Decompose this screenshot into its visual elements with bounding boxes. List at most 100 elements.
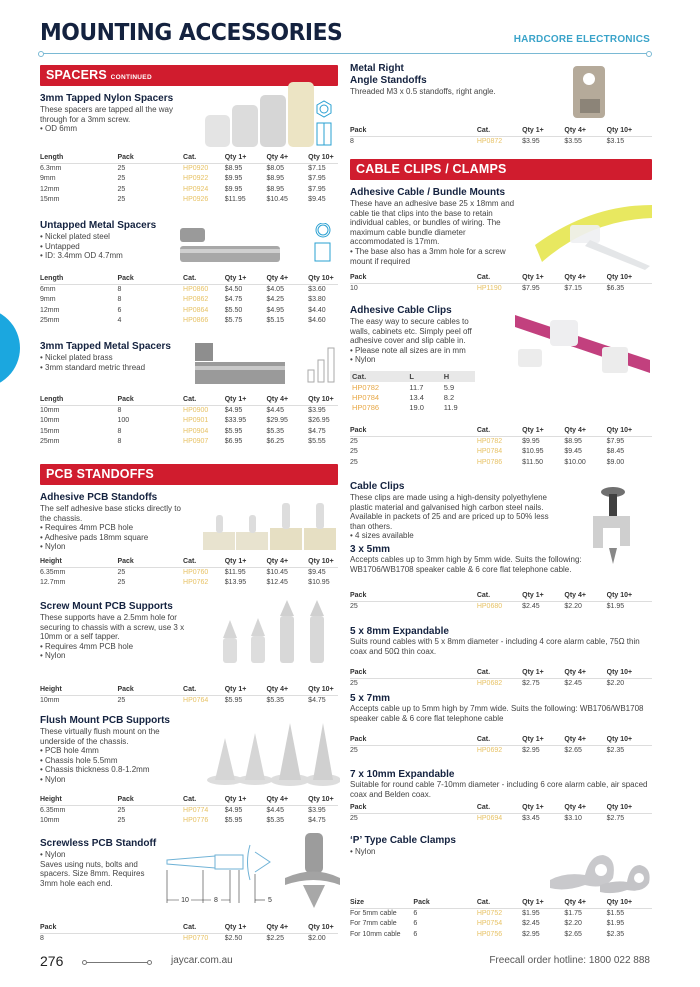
- product-flush-mount-pcb-supports: Flush Mount PCB Supports These virtually…: [40, 715, 338, 785]
- tapped-metal-spacers-image: [195, 343, 335, 384]
- adhesive-pcb-standoffs-image: [203, 503, 336, 550]
- screw-mount-supports-image: [223, 600, 324, 663]
- bullet: Please note all sizes are in mm: [350, 346, 652, 356]
- price-table-adhesive-cable-clips: Pack Cat. Qty 1+ Qty 4+ Qty 10+ 25 HP0782 $9.9…: [350, 426, 652, 468]
- page-header: MOUNTING ACCESSORIES HARDCORE ELECTRONIC…: [40, 20, 650, 54]
- svg-text:5: 5: [268, 897, 272, 904]
- product-title: Screw Mount PCB Supports: [40, 601, 173, 612]
- product-metal-right-angle-standoffs: Metal Right Angle Standoffs Threaded M3 …: [350, 63, 652, 97]
- product-title: Flush Mount PCB Supports: [40, 715, 170, 726]
- bullet: Nylon: [350, 847, 652, 857]
- section-title: PCB STANDOFFS: [46, 467, 154, 481]
- table-row: 8 HP0872 $3.95 $3.55 $3.15: [350, 138, 625, 145]
- product-description: Saves using nuts, bolts and spacers. Siz…: [40, 859, 145, 888]
- table-row: 25mm 8 HP0907 $6.95 $6.25 $5.55: [40, 438, 326, 446]
- page-number: 276: [40, 953, 64, 969]
- svg-text:8: 8: [214, 897, 218, 904]
- bullet: ID: 3.4mm OD 4.7mm: [40, 251, 338, 261]
- section-title: SPACERS: [46, 68, 107, 82]
- variant-description: Accepts cable up to 5mm high by 7mm wide…: [350, 704, 644, 723]
- table-row: 25 HP0680 $2.45 $2.20 $1.95: [350, 603, 625, 610]
- order-hotline: Freecall order hotline: 1800 022 888: [489, 955, 650, 966]
- table-row: 25 HP0694 $3.45 $3.10 $2.75: [350, 815, 625, 822]
- table-row: 6.35mm 25 HP0774 $4.95 $4.45 $3.95: [40, 807, 326, 814]
- table-row: 9mm 25 HP0922 $9.95 $8.95 $7.95: [40, 175, 326, 183]
- table-row: 10mm 25 HP0764 $5.95 $5.35 $4.75: [40, 697, 326, 704]
- product-title: Adhesive Cable / Bundle Mounts: [350, 187, 506, 198]
- table-row: 15mm 8 HP0904 $5.95 $5.35 $4.75: [40, 427, 326, 435]
- product-title-line2: Angle Standoffs: [350, 75, 427, 86]
- variant-title: 5 x 8mm Expandable: [350, 626, 449, 637]
- table-row: 15mm 25 HP0926 $11.95 $10.45 $9.45: [40, 196, 326, 204]
- screwless-standoff-diagram: 10 8 5: [166, 833, 340, 908]
- bullet: Untapped: [40, 242, 338, 252]
- bundle-mount-image: [535, 205, 652, 270]
- product-title: Untapped Metal Spacers: [40, 220, 157, 231]
- product-title: Cable Clips: [350, 481, 405, 492]
- dims-table-adhesive-cable-clips: Cat. L H HP0782 11.7 5.9 HP0784 13.4 8.2 HP078…: [350, 371, 475, 412]
- table-row: 25 HP0786 $11.50 $10.00 $9.00: [350, 458, 625, 466]
- footer-divider: [82, 960, 152, 965]
- price-table-right-angle-standoffs: Pack Cat. Qty 1+ Qty 4+ Qty 10+ 8 HP0872 $3.95…: [350, 126, 652, 147]
- product-title: Screwless PCB Standoff: [40, 838, 157, 849]
- website-link[interactable]: jaycar.com.au: [171, 955, 233, 966]
- price-table-cable-clips-5x7: Pack Cat. Qty 1+ Qty 4+ Qty 10+ 25 HP0692 $2.9…: [350, 735, 652, 756]
- variant-title: 7 x 10mm Expandable: [350, 769, 455, 780]
- bullet: Chassis hole 5.5mm: [40, 756, 338, 766]
- table-row: 12.7mm 25 HP0762 $13.95 $12.45 $10.95: [40, 579, 330, 587]
- product-description: These clips are made using a high-densit…: [350, 493, 549, 531]
- product-tapped-metal-spacers: 3mm Tapped Metal Spacers Nickel plated b…: [40, 341, 338, 372]
- table-row: HP0786 19.0 11.9: [352, 402, 458, 412]
- table-row: 6.35mm 25 HP0760 $11.95 $10.45 $9.45: [40, 569, 326, 576]
- right-column: Metal Right Angle Standoffs Threaded M3 …: [350, 60, 652, 940]
- product-description: These have an adhesive base 25 x 18mm an…: [350, 199, 515, 247]
- bullet: Nickel plated brass: [40, 353, 338, 363]
- section-title-suffix: CONTINUED: [110, 74, 152, 81]
- variant-title: 3 x 5mm: [350, 543, 391, 555]
- table-row: 10mm 8 HP0900 $4.95 $4.45 $3.95: [40, 407, 326, 414]
- bullet: Nylon: [40, 850, 338, 860]
- bullet: OD 6mm: [40, 124, 338, 134]
- product-title: 3mm Tapped Nylon Spacers: [40, 93, 174, 104]
- price-table-untapped-metal-spacers: Length Pack Cat. Qty 1+ Qty 4+ Qty 10+ 6mm 8 HP…: [40, 274, 338, 326]
- product-nylon-spacers: 3mm Tapped Nylon Spacers These spacers a…: [40, 93, 338, 134]
- price-table-screw-mount-pcb-supports: Height Pack Cat. Qty 1+ Qty 4+ Qty 10+ 10mm 25…: [40, 685, 338, 706]
- adhesive-cable-clips-image: [515, 315, 650, 373]
- product-screw-mount-pcb-supports: Screw Mount PCB Supports These supports …: [40, 601, 338, 661]
- product-title: Metal Right: [350, 63, 404, 74]
- bullet: Nylon: [40, 651, 338, 661]
- header-divider: [38, 51, 652, 57]
- variant-description: Accepts cables up to 3mm high by 5mm wid…: [350, 554, 582, 574]
- product-title: ‘P’ Type Cable Clamps: [350, 835, 456, 846]
- page-title: MOUNTING ACCESSORIES: [40, 20, 343, 46]
- bullet: Requires 4mm PCB hole: [40, 523, 338, 533]
- svg-text:10: 10: [181, 897, 189, 904]
- product-description: The self adhesive base sticks directly t…: [40, 504, 181, 523]
- table-row: 10 HP1190 $7.95 $7.15 $6.35: [350, 285, 625, 292]
- bullet: The base also has a 3mm hole for a screw…: [350, 247, 525, 266]
- product-description: The easy way to secure cables to walls, …: [350, 317, 472, 346]
- product-description: Threaded M3 x 0.5 standoffs, right angle…: [350, 87, 496, 96]
- table-row: 9mm 8 HP0862 $4.75 $4.25 $3.80: [40, 296, 326, 304]
- price-table-flush-mount-pcb-supports: Height Pack Cat. Qty 1+ Qty 4+ Qty 10+ 6.35mm…: [40, 795, 338, 826]
- section-title: CABLE CLIPS / CLAMPS: [356, 162, 507, 176]
- price-table-cable-clips-5x8: Pack Cat. Qty 1+ Qty 4+ Qty 10+ 25 HP0682 $2.7…: [350, 668, 652, 689]
- price-table-cable-clips-7x10: Pack Cat. Qty 1+ Qty 4+ Qty 10+ 25 HP0694 $3.4…: [350, 803, 652, 824]
- section-header-spacers: SPACERS CONTINUED: [40, 65, 338, 86]
- left-column: SPACERS CONTINUED 3mm Tapped Nylon Space…: [40, 60, 340, 942]
- product-title: Adhesive PCB Standoffs: [40, 492, 158, 503]
- price-table-cable-clips-3x5: Pack Cat. Qty 1+ Qty 4+ Qty 10+ 25 HP0680 $2.4…: [350, 591, 652, 612]
- table-row: 25 HP0782 $9.95 $8.95 $7.95: [350, 438, 625, 445]
- bullet: Nylon: [40, 775, 338, 785]
- product-description: These spacers are tapped all the way thr…: [40, 105, 173, 124]
- product-screwless-pcb-standoff: Screwless PCB Standoff Nylon Saves using…: [40, 838, 338, 888]
- product-adhesive-pcb-standoffs: Adhesive PCB Standoffs The self adhesive…: [40, 492, 338, 552]
- bullet: Nylon: [350, 355, 652, 365]
- variant-description: Suits round cables with 5 x 8mm diameter…: [350, 637, 640, 656]
- table-row: For 5mm cable 6 HP0752 $1.95 $1.75 $1.55: [350, 910, 625, 917]
- product-cable-clips: Cable Clips These clips are made using a…: [350, 481, 652, 574]
- price-table-screwless-pcb-standoff: Pack Cat. Qty 1+ Qty 4+ Qty 10+ 8 HP0770 $2.50…: [40, 923, 338, 944]
- table-row: 25mm 4 HP0866 $5.75 $5.15 $4.60: [40, 317, 326, 325]
- product-description: These virtually flush mount on the under…: [40, 727, 160, 746]
- table-row: 6.3mm 25 HP0920 $8.95 $8.05 $7.15: [40, 165, 326, 172]
